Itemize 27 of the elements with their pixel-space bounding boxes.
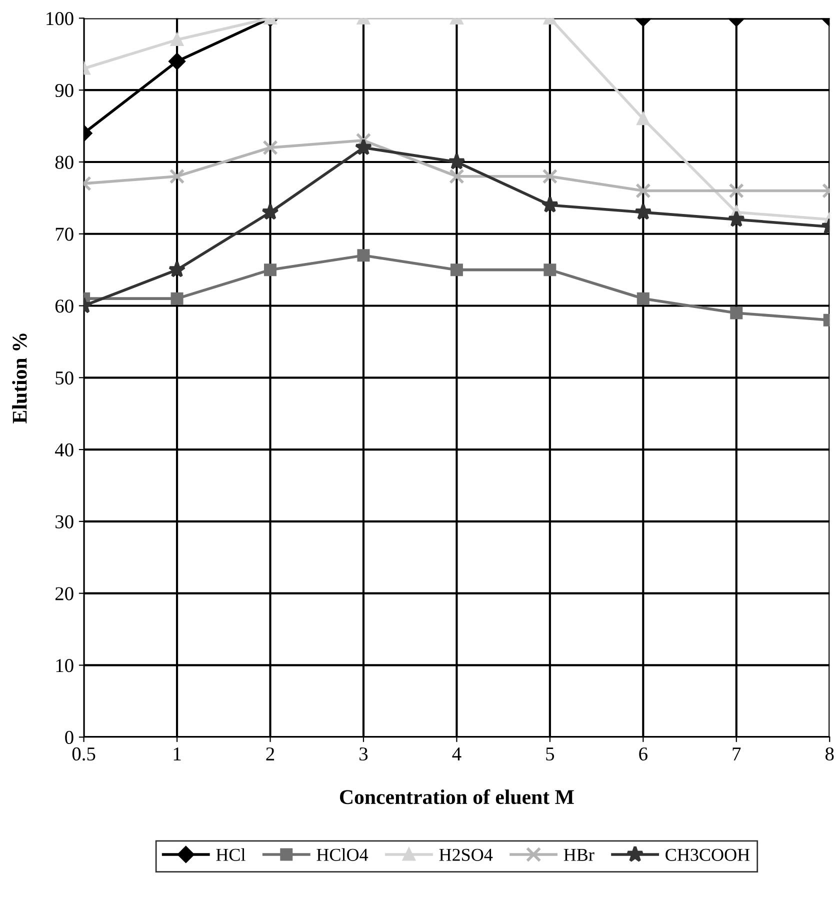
- legend-label: H2SO4: [439, 848, 493, 861]
- y-tick-label: 90: [55, 84, 74, 98]
- x-tick-label: 2: [266, 747, 274, 760]
- legend-label: HClO4: [316, 848, 368, 861]
- y-tick-label: 20: [55, 587, 74, 600]
- x-tick-label: 6: [639, 747, 648, 761]
- x-tick-label: 5: [546, 748, 554, 761]
- y-tick-label: 80: [55, 156, 74, 169]
- x-tick-label: 3: [360, 747, 368, 761]
- y-tick-label: 0: [65, 730, 74, 744]
- x-tick-label: 0.5: [72, 747, 96, 761]
- y-tick-label: 40: [55, 443, 74, 456]
- y-tick-label: 30: [56, 515, 74, 528]
- x-tick-label: 7: [732, 748, 741, 760]
- legend-label: HBr: [564, 848, 594, 861]
- y-axis-title: Elution %: [12, 334, 27, 424]
- y-tick-label: 100: [46, 12, 74, 26]
- y-tick-label: 60: [55, 300, 74, 313]
- x-tick-label: 1: [174, 747, 181, 760]
- legend-label: HCl: [216, 848, 246, 861]
- legend-label: CH3COOH: [666, 848, 750, 861]
- x-axis-title: Concentration of eluent M: [340, 789, 574, 804]
- y-tick-label: 10: [56, 659, 74, 672]
- x-tick-label: 8: [826, 747, 834, 761]
- x-tick-label: 4: [452, 748, 462, 760]
- y-tick-label: 50: [56, 371, 74, 385]
- y-tick-label: 70: [56, 228, 74, 241]
